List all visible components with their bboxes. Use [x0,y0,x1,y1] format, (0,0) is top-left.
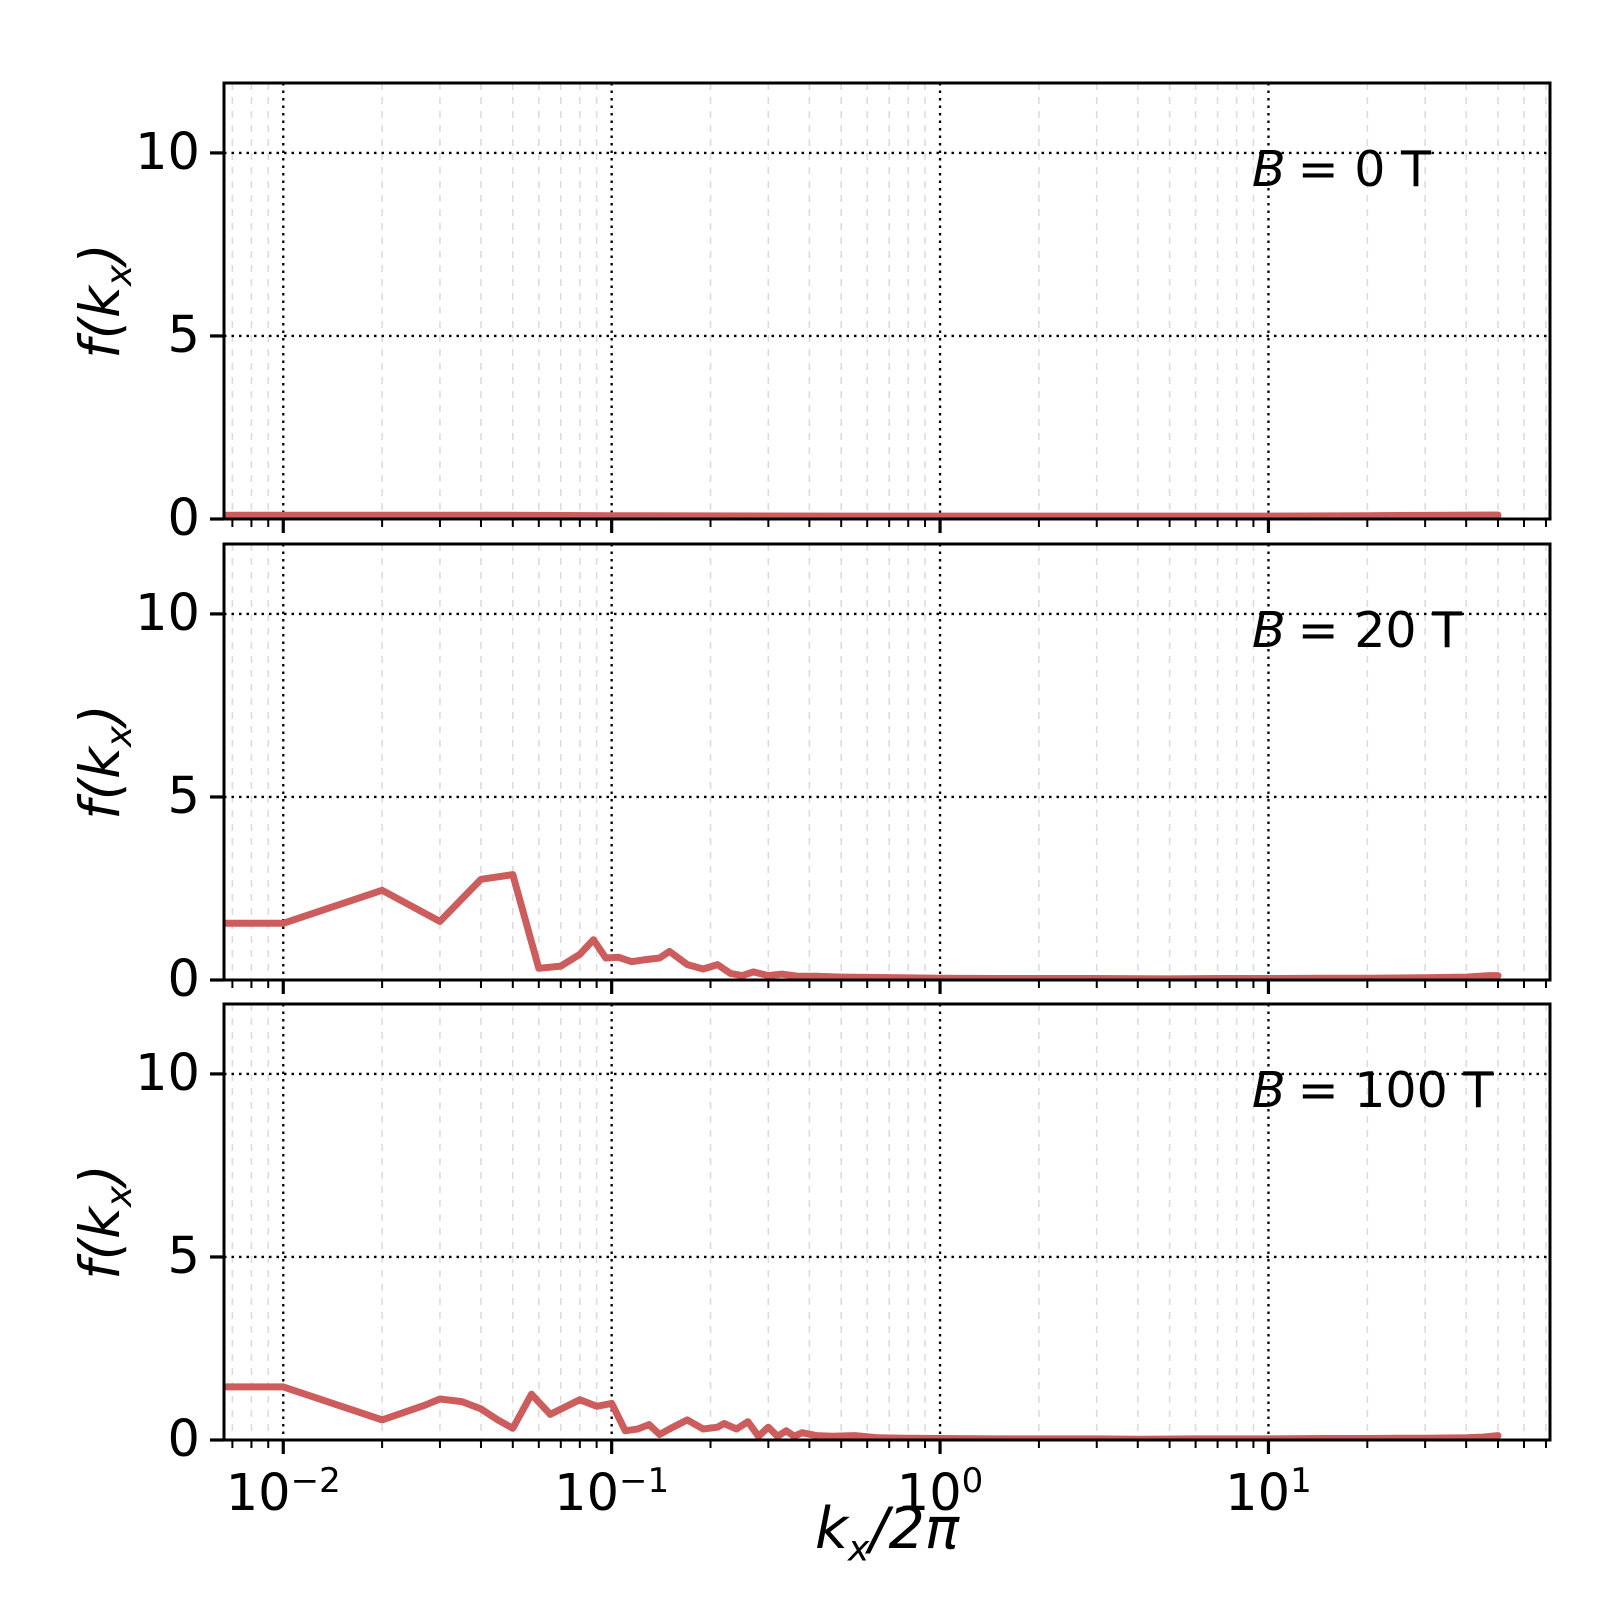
y-tick-label: 0 [167,489,200,548]
y-tick-label: 0 [167,950,200,1009]
y-tick-label: 0 [167,1410,200,1469]
panel-B100 [210,1002,1552,1454]
y-axis-label-panel-2: f(kx) [67,1054,140,1390]
ylabel-sub: x [99,1185,140,1208]
y-tick-label: 5 [167,305,200,365]
panel-border [222,1002,1552,1442]
annotation-b-20t: B = 20 T [1252,602,1462,660]
series-line-B100 [224,1383,1502,1440]
ylabel-sub: x [99,725,140,748]
annotation-text: = 20 T [1297,602,1463,659]
annotation-symbol: B [1252,1062,1286,1119]
series-line-B20 [224,871,1502,980]
y-axis-label-panel-0: f(kx) [67,133,140,469]
annotation-b-100t: B = 100 T [1252,1062,1493,1120]
xlabel-rest: /2π [869,1496,960,1562]
x-tick-label: 101 [1225,1461,1312,1523]
y-tick-label: 5 [167,1226,200,1286]
panel-border [222,81,1552,521]
y-tick-label: 5 [167,766,200,826]
annotation-text: = 100 T [1297,1062,1494,1119]
ylabel-post: ) [68,243,132,265]
annotation-text: = 0 T [1297,141,1431,198]
annotation-symbol: B [1252,602,1286,659]
panel-B0 [210,81,1552,533]
annotation-b-0t: B = 0 T [1252,141,1431,199]
xlabel-k: k [814,1496,848,1562]
y-tick-label: 10 [135,583,200,643]
series-line-B0 [224,511,1502,519]
y-tick-label: 10 [135,122,200,182]
panel-border [222,542,1552,982]
ylabel-sub: x [99,264,140,287]
xlabel-sub: x [847,1528,870,1570]
x-axis-label: kx/2π [687,1496,1087,1569]
x-tick-label: 10−2 [225,1461,341,1523]
x-tick-label: 100 [896,1461,984,1523]
y-tick-label: 10 [135,1043,200,1103]
annotation-symbol: B [1252,141,1286,198]
panel-B20 [210,542,1552,994]
x-tick-label: 10−1 [554,1461,670,1523]
ylabel-post: ) [68,704,132,726]
y-axis-label-panel-1: f(kx) [67,594,140,930]
ylabel-post: ) [68,1164,132,1186]
